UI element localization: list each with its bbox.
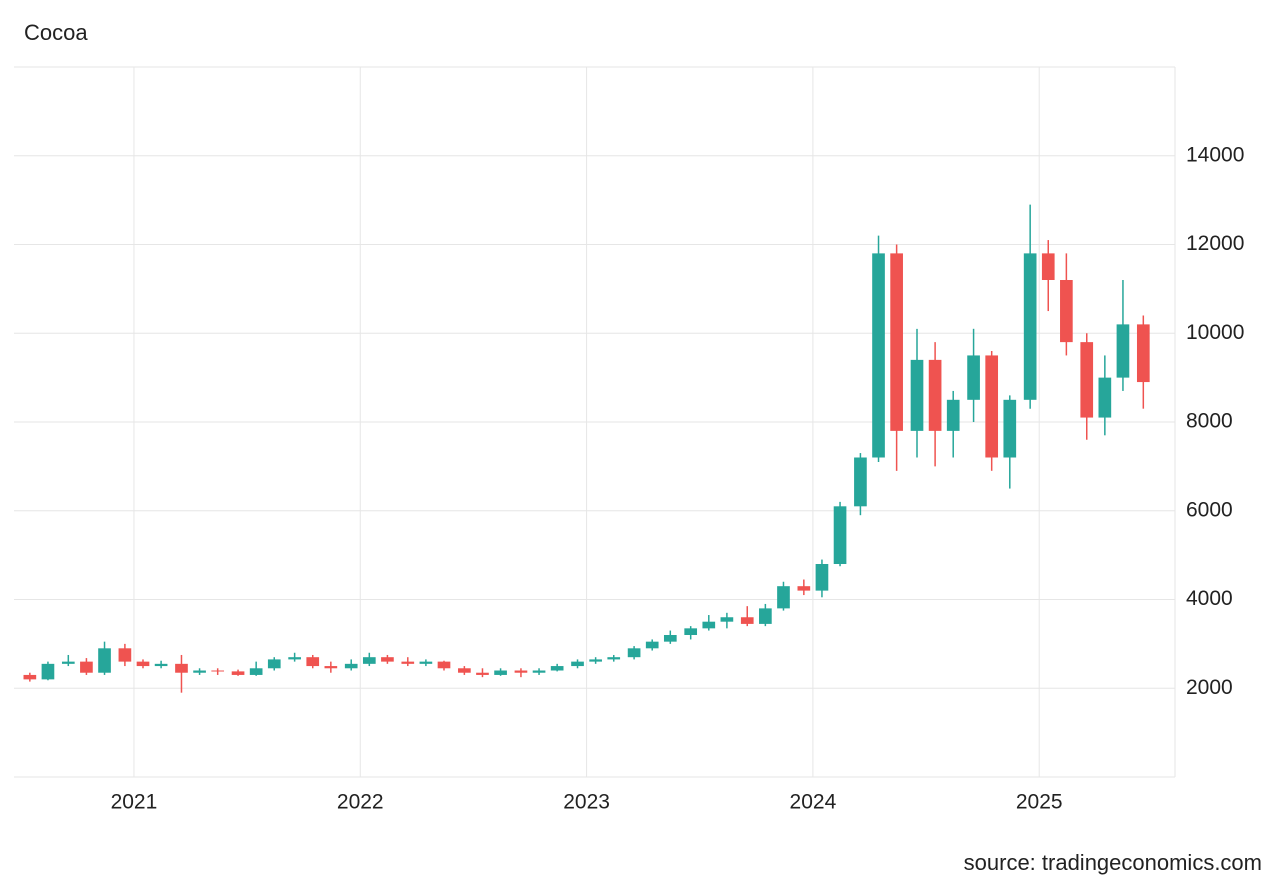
candle-body	[833, 506, 847, 564]
candle-body	[344, 663, 358, 669]
candle-body	[815, 564, 829, 591]
candle-body	[1041, 253, 1055, 280]
y-tick-label: 2000	[1186, 676, 1233, 699]
candle-body	[154, 663, 168, 667]
candle-body	[759, 608, 772, 624]
y-tick-label: 6000	[1186, 498, 1233, 521]
x-tick-label: 2021	[111, 791, 158, 814]
candle-body	[589, 659, 602, 662]
candle-body	[702, 621, 716, 629]
y-tick-label: 10000	[1186, 321, 1244, 344]
candle-body	[306, 657, 320, 667]
candle-body	[437, 661, 451, 669]
candle-body	[607, 657, 621, 660]
candle-body	[532, 670, 546, 673]
candle-body	[267, 659, 281, 669]
candle-body	[720, 617, 734, 622]
candle-body	[23, 674, 37, 680]
candle-body	[740, 617, 754, 624]
x-tick-label: 2023	[563, 791, 610, 814]
candle-body	[61, 661, 75, 664]
candle-body	[136, 661, 150, 667]
candle-body	[967, 355, 980, 400]
candle-body	[80, 661, 93, 673]
candle-body	[193, 670, 206, 673]
candle-body	[1136, 324, 1150, 383]
candle-body	[514, 670, 528, 673]
candle-body	[854, 457, 867, 507]
candle-body	[41, 663, 55, 680]
candle-body	[362, 657, 376, 664]
candle-body	[777, 586, 790, 609]
candle-body	[1060, 280, 1073, 343]
candle-body	[985, 355, 999, 458]
source: source: tradingeconomics.com	[964, 850, 1262, 875]
candle-body	[476, 672, 489, 675]
candle-body	[663, 635, 677, 642]
candle-body	[288, 657, 301, 660]
y-tick-label: 4000	[1186, 587, 1233, 610]
candle-body	[645, 641, 659, 649]
candle-body	[910, 359, 924, 431]
candle-body	[928, 359, 942, 431]
y-tick-label: 12000	[1186, 232, 1244, 255]
candle-body	[118, 648, 132, 662]
candle-body	[684, 628, 698, 635]
candle-body	[1116, 324, 1130, 378]
x-tick-label: 2024	[790, 791, 837, 814]
candle-body	[324, 666, 338, 669]
y-tick-label: 8000	[1186, 410, 1233, 433]
candle-body	[797, 586, 811, 591]
candle-body	[419, 661, 433, 664]
candle-body	[946, 399, 960, 431]
candle-body	[1098, 377, 1112, 418]
candle-body	[458, 668, 471, 673]
candle-body	[175, 663, 188, 673]
candle-body	[890, 253, 903, 431]
candle-body	[1023, 253, 1037, 400]
candle-body	[872, 253, 885, 458]
candle-body	[401, 661, 415, 664]
candle-body	[231, 671, 245, 675]
y-tick-label: 14000	[1186, 143, 1244, 166]
candle-body	[1080, 342, 1094, 418]
candle-body	[211, 670, 225, 672]
candle-body	[98, 648, 111, 673]
candle-body	[494, 670, 507, 675]
candle-body	[550, 666, 564, 671]
candle-body	[627, 648, 641, 658]
candle-body	[249, 668, 263, 675]
candle-body	[1003, 399, 1017, 458]
candle-body	[571, 661, 584, 667]
chart-title: Cocoa	[24, 20, 88, 45]
x-tick-label: 2022	[337, 791, 384, 814]
candle-body	[381, 657, 394, 662]
x-tick-label: 2025	[1016, 791, 1063, 814]
